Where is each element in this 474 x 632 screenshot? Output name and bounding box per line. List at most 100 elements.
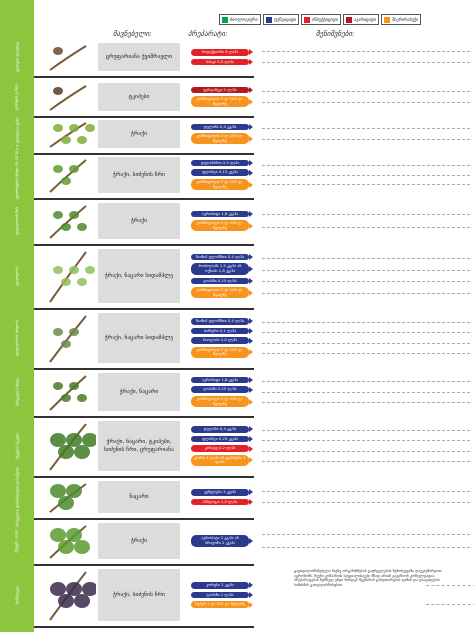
notes-lines [262, 42, 470, 72]
preparation-pill: ვერტიმეკი 1 ლ/ჰა [191, 86, 253, 94]
preparation-label: კორუსი 2 კგ/ჰა [206, 582, 234, 588]
preparation-pill: ტოპაზი 0,25 ლ/ჰა [191, 277, 253, 285]
row-divider [34, 153, 254, 155]
stage-label: ყვავილობის წინ [2, 200, 32, 242]
preparation-pill: ჩაიზიჰ ფლიმმთი 0,4 ლ/ჰა [191, 318, 253, 325]
stage-label-text: მარცვლის ზრდა [15, 377, 19, 407]
notes-line [262, 342, 470, 344]
preparation-list: ვერტიმეკი 1 ლ/ჰა კომბიფოლი 3 ლ 100 ლ. წყა… [186, 80, 254, 114]
row-divider [34, 308, 254, 310]
vine-stage-illustration [40, 478, 96, 516]
target-pest: ჭრაქი, ნაცარი, ტკიპები, სიძენის ჩრი, ცრუ… [98, 421, 180, 471]
stage-label-text: ყვავილობის წინ [15, 206, 19, 236]
target-pest: ნაცარი [98, 481, 180, 513]
target-pest: ჭრაქი [98, 523, 180, 559]
stage-label: კვირტის დაბერვა [2, 40, 32, 74]
notes-lines [262, 312, 470, 364]
notes-line [262, 353, 470, 355]
preparation-list: ჩაიზიჰ ფლიმმთი 0,4 ლ/ჰა რიძოლიპს 1,5 კგ/ჰ… [186, 246, 254, 306]
preparation-pill: ამპლიგო 1,5 ლ/ჰა [191, 498, 253, 506]
vine-stage-illustration [40, 370, 96, 414]
preparation-label: კარატე 0,2 ლ/ჰა [204, 445, 236, 451]
vine-stage-illustration [40, 154, 96, 196]
legend-swatch [222, 16, 228, 23]
stage-label-text: ყლორტების ზრდა 15-20 სმ [15, 150, 20, 200]
legend-swatch [346, 16, 353, 23]
target-pest: ჭრაქი, სიძენის ჩრი [98, 157, 180, 193]
row-divider [34, 476, 254, 478]
notes-line [262, 332, 470, 334]
preparation-list: დელანპრო 2,5 ლ/ჰა ფლინტი 0,15 კგ/ჰა კომბიფ… [186, 154, 254, 196]
preparation-pill: ნოვაქტიონი 6 ლ/ჰა [191, 48, 253, 56]
notes-line [262, 281, 470, 283]
preparation-list: აკრობატი 2 კგ/ჰა ან ბრავოზი 2 კგ/ჰა [186, 520, 254, 562]
preparation-label: კომბი 2 ლ/ჰა ან ფერმერი 1 ლ/ჰა [194, 454, 246, 465]
preparation-label: ტოპაზი 0,25 ლ/ჰა [203, 386, 237, 392]
preparation-label: ჩაიზიჰ ფლიმმთი 0,4 ლ/ჰა [195, 253, 245, 259]
header-target: მავნებელი: [113, 30, 152, 38]
preparation-pill: ჩაიზიჰ ფლიმმთი 0,4 ლ/ჰა [191, 253, 253, 261]
preparation-label: კომბიფოლი 3 ლ 100 ლ. წყალზე [196, 179, 244, 189]
table-row: ჭრაქი, ნაცარი, ტკიპები, სიძენის ჩრი, ცრუ… [34, 418, 474, 474]
stage-label: ყვავილობის ბოლოს [2, 310, 32, 366]
table-row: ჭრაქი, ნაცარი აკრობატი 1,8 კგ/ჰა ტოპაზი 0,… [34, 370, 474, 414]
notes-line [262, 184, 470, 186]
table-row: ჭრაქი აკრობატი 2 კგ/ჰა ან ბრავოზი 2 კგ/ჰა [34, 520, 474, 562]
preparation-label: ჩაიზიჰ ფლიმმთი 0,4 ლ/ჰა [195, 318, 245, 324]
preparation-pill: დელანპრო 2,5 ლ/ჰა [191, 159, 253, 167]
table-row: ჭრაქი, სიძენის ჩრი კორუსი 2 კგ/ჰა ტოპაზი 1… [34, 566, 474, 624]
preparation-label: კომბიფოლი 3 ლ 100 ლ. წყალზე [196, 346, 244, 357]
target-pest: ტკიპები [98, 83, 180, 111]
preparation-label: კომბიფოლი 3 ლ 100 ლ. წყალზე [196, 396, 244, 406]
notes-line [262, 269, 470, 271]
legend-label: ფუნგიციდი [273, 17, 297, 22]
notes-line [262, 401, 470, 403]
row-divider [34, 76, 254, 78]
legend-label: მიკროსასუქი [392, 17, 419, 22]
notes-line [262, 429, 470, 431]
preparation-label: კომბიფოლი 3 ლ 100 ლ. წყალზე [196, 287, 244, 297]
preparation-pill: სპიკი 0,5 ლ/ჰა [191, 58, 253, 66]
stage-label-text: 2-3 ფოთლის ფაზა [15, 117, 19, 151]
notes-lines [262, 372, 470, 412]
preparation-pill: კომბიფოლი 3 ლ 100 ლ. წყალზე [191, 346, 253, 358]
row-divider [34, 626, 254, 628]
preparation-list: კუმულუსი 3 კგ/ჰა ამპლიგო 1,5 ლ/ჰა [186, 478, 254, 516]
notes-line [426, 603, 474, 605]
header-prep: პრეპარატი: [188, 30, 228, 38]
target-pest: ჭრაქი [98, 203, 180, 239]
vine-stage-illustration [40, 200, 96, 242]
preparation-label: დელანი 0,4 კგ/ჰა [203, 426, 237, 432]
stage-label: მომწიფება [2, 566, 32, 624]
preparation-pill: ტოპაზი 1 ლ/ჰა [191, 591, 253, 599]
stage-label-text: მტევნის შეკვრა [14, 432, 19, 460]
footnote: გაუთვალისწინებელი მავნე ორგანიზმების გავ… [294, 569, 442, 587]
notes-lines [262, 248, 470, 304]
notes-lines [262, 202, 470, 240]
notes-line [262, 61, 470, 63]
row-divider [34, 198, 254, 200]
preparation-pill: კომბიფოლი 3 ლ 100 ლ. წყალზე [191, 396, 253, 408]
notes-lines [262, 522, 470, 560]
stage-label: ყლორტების ზრდა 15-20 სმ [2, 150, 32, 200]
vine-stage-illustration [40, 310, 96, 366]
preparation-label: აკრობატი 1,8 კგ/ჰა [202, 210, 238, 216]
header-notes: შენიშვნები: [316, 30, 355, 38]
stage-label-text: მომწიფება [15, 585, 19, 605]
legend-swatch [384, 16, 391, 23]
legend-label: ინსექტიციდი [312, 17, 339, 22]
notes-line [262, 174, 470, 176]
preparation-label: ფლინტი 0,15 კგ/ჰა [202, 169, 238, 175]
stage-label: 2-3 ფოთლის ფაზა [2, 117, 32, 151]
stage-label: მარცვლის დარბილების დასაწყისი [2, 467, 32, 528]
preparation-pill: სიოლიპი 2,0 ლ/ჰა [191, 337, 253, 344]
notes-lines [262, 119, 470, 149]
preparation-list: ნოვაქტიონი 6 ლ/ჰა სპიკი 0,5 ლ/ჰა [186, 40, 254, 74]
vine-stage-illustration [40, 80, 96, 114]
notes-lines [426, 568, 474, 622]
preparation-pill: სიმსერი 0,1 ლ/ჰა [191, 327, 253, 335]
notes-line [262, 128, 470, 130]
table-row: ჭრაქი დელანი 0,4 კგ/ჰა კომბიფოლი 3 ლ 100 ლ… [34, 117, 474, 151]
preparation-label: სპიკი 0,5 ლ/ჰა [206, 58, 234, 64]
preparation-pill: კუმულუსი 3 კგ/ჰა [191, 488, 253, 496]
